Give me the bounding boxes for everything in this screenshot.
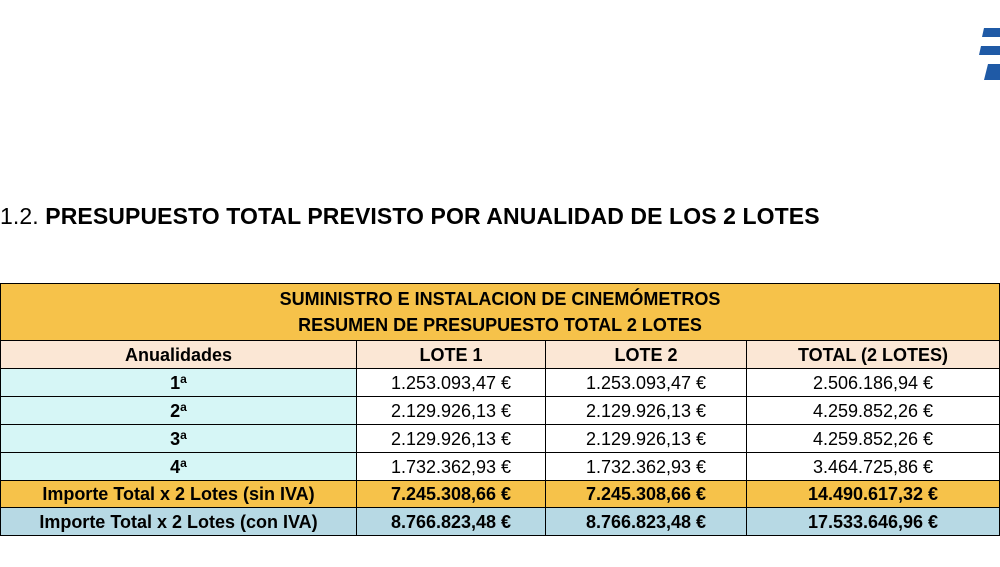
section-title: PRESUPUESTO TOTAL PREVISTO POR ANUALIDAD… — [45, 203, 820, 229]
header-total: TOTAL (2 LOTES) — [746, 340, 1000, 369]
sin-iva-lote-2: 7.245.308,66 € — [545, 480, 747, 508]
table-title-cell: SUMINISTRO E INSTALACION DE CINEMÓMETROS… — [0, 283, 1000, 341]
table-row: 3a 2.129.926,13 € 2.129.926,13 € 4.259.8… — [0, 424, 1000, 453]
header-anualidades: Anualidades — [0, 340, 357, 369]
total-value: 4.259.852,26 € — [746, 424, 1000, 453]
budget-table: SUMINISTRO E INSTALACION DE CINEMÓMETROS… — [0, 283, 1000, 536]
section-number: 1.2. — [0, 203, 39, 229]
section-heading: 1.2. PRESUPUESTO TOTAL PREVISTO POR ANUA… — [0, 203, 820, 230]
sin-iva-lote-1: 7.245.308,66 € — [356, 480, 546, 508]
table-title-row: SUMINISTRO E INSTALACION DE CINEMÓMETROS… — [0, 283, 1000, 341]
con-iva-lote-1: 8.766.823,48 € — [356, 507, 546, 536]
con-iva-label: Importe Total x 2 Lotes (con IVA) — [0, 507, 357, 536]
total-value: 4.259.852,26 € — [746, 396, 1000, 425]
lote-2-value: 1.732.362,93 € — [545, 452, 747, 481]
total-value: 2.506.186,94 € — [746, 368, 1000, 397]
year-label: 2a — [0, 396, 357, 425]
total-value: 3.464.725,86 € — [746, 452, 1000, 481]
header-lote-1: LOTE 1 — [356, 340, 546, 369]
year-label: 1a — [0, 368, 357, 397]
lote-1-value: 2.129.926,13 € — [356, 424, 546, 453]
table-header-row: Anualidades LOTE 1 LOTE 2 TOTAL (2 LOTES… — [0, 340, 1000, 369]
lote-2-value: 1.253.093,47 € — [545, 368, 747, 397]
lote-2-value: 2.129.926,13 € — [545, 396, 747, 425]
table-row: 4a 1.732.362,93 € 1.732.362,93 € 3.464.7… — [0, 452, 1000, 481]
con-iva-total: 17.533.646,96 € — [746, 507, 1000, 536]
header-lote-2: LOTE 2 — [545, 340, 747, 369]
table-title-line-2: RESUMEN DE PRESUPUESTO TOTAL 2 LOTES — [298, 315, 702, 335]
table-row: 1a 1.253.093,47 € 1.253.093,47 € 2.506.1… — [0, 368, 1000, 397]
year-label: 3a — [0, 424, 357, 453]
lote-2-value: 2.129.926,13 € — [545, 424, 747, 453]
year-label: 4a — [0, 452, 357, 481]
sin-iva-label: Importe Total x 2 Lotes (sin IVA) — [0, 480, 357, 508]
table-row: 2a 2.129.926,13 € 2.129.926,13 € 4.259.8… — [0, 396, 1000, 425]
lote-1-value: 1.253.093,47 € — [356, 368, 546, 397]
table-title-line-1: SUMINISTRO E INSTALACION DE CINEMÓMETROS — [279, 289, 721, 309]
sin-iva-total: 14.490.617,32 € — [746, 480, 1000, 508]
con-iva-lote-2: 8.766.823,48 € — [545, 507, 747, 536]
lote-1-value: 2.129.926,13 € — [356, 396, 546, 425]
lote-1-value: 1.732.362,93 € — [356, 452, 546, 481]
total-sin-iva-row: Importe Total x 2 Lotes (sin IVA) 7.245.… — [0, 480, 1000, 508]
total-con-iva-row: Importe Total x 2 Lotes (con IVA) 8.766.… — [0, 507, 1000, 536]
logo-icon — [979, 28, 1000, 80]
